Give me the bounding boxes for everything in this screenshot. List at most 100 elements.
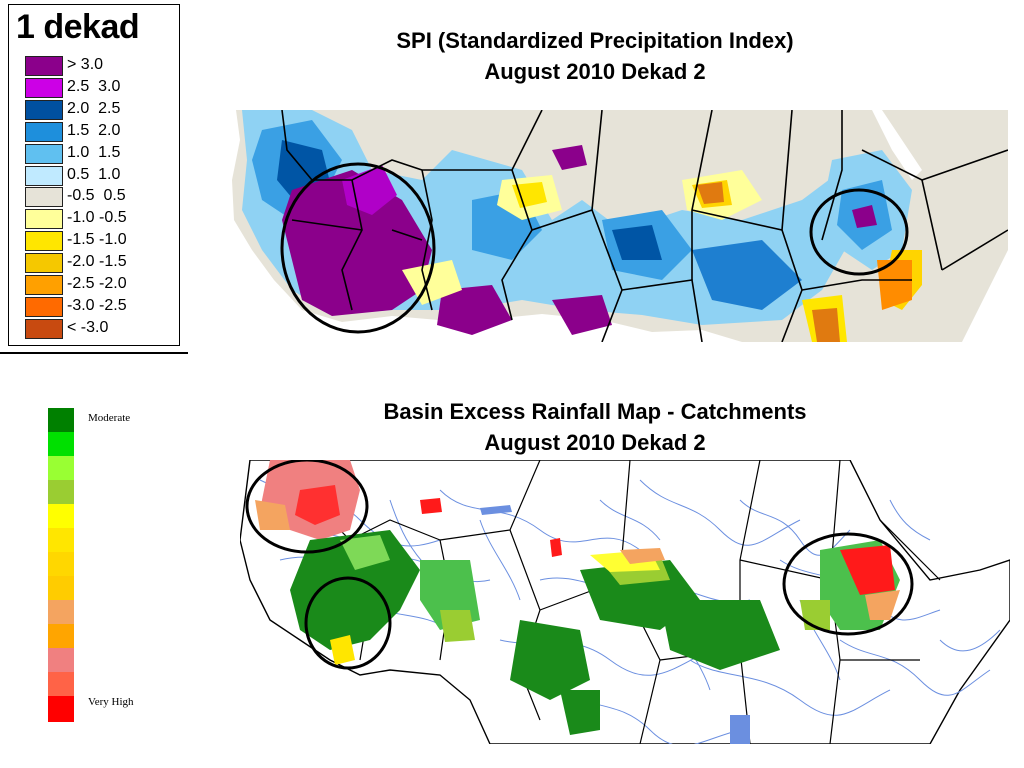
ber-legend-bottom-label: Very High	[88, 696, 134, 708]
spi-legend-label: 2.0 2.5	[67, 99, 121, 117]
ber-zone-nw-orange	[255, 500, 290, 530]
ber-zone-congo-green	[510, 620, 590, 700]
spi-legend-item: 0.5 1.0	[25, 165, 170, 188]
spi-legend-label: -1.5 -1.0	[67, 231, 127, 249]
spi-legend-item: -3.0 -2.5	[25, 296, 170, 319]
spi-legend-swatch	[25, 253, 63, 274]
spi-title-line2: August 2010 Dekad 2	[484, 59, 706, 84]
spi-legend-label: > 3.0	[67, 56, 104, 73]
ber-legend-swatch	[48, 600, 74, 626]
spi-dry-zone1b	[512, 182, 547, 208]
spi-legend-item: 1.0 1.5	[25, 143, 170, 166]
spi-legend-label: 1.5 2.0	[67, 121, 121, 139]
spi-legend-label: -3.0 -2.5	[67, 296, 127, 314]
ber-zone-spot-red2	[550, 538, 562, 557]
spi-legend-item: > 3.0	[25, 56, 170, 78]
ber-zone-lake	[730, 715, 750, 744]
ber-highlight-circle-northwest	[245, 460, 369, 554]
spi-heavy-zone-central	[552, 295, 612, 335]
spi-legend-label: -2.0 -1.5	[67, 253, 127, 271]
ber-legend-swatch	[48, 528, 74, 554]
spi-legend-swatch	[25, 99, 63, 120]
spi-highlight-circle-east	[809, 188, 909, 276]
ber-title-line2: August 2010 Dekad 2	[484, 430, 706, 455]
spi-highlight-circle-west	[280, 162, 436, 334]
spi-legend-swatch	[25, 275, 63, 295]
ber-legend-top-label: Moderate	[88, 412, 131, 424]
spi-country-borders	[281, 110, 1008, 342]
spi-legend-item: -2.5 -2.0	[25, 275, 170, 297]
ber-zone-midwest-lime	[440, 610, 475, 642]
spi-map	[222, 110, 1008, 342]
ber-legend-swatch	[48, 456, 74, 482]
ber-highlight-circle-east	[782, 532, 914, 636]
spi-legend-swatch	[25, 209, 63, 230]
spi-red-sea	[872, 110, 922, 180]
spi-title-line1: SPI (Standardized Precipitation Index)	[396, 28, 794, 53]
spi-legend-swatch	[25, 56, 63, 76]
ber-legend-swatch	[48, 432, 74, 458]
spi-dry-zone4b	[812, 308, 840, 342]
spi-legend-label: 0.5 1.0	[67, 165, 121, 183]
ber-legend-swatch	[48, 504, 74, 530]
ber-legend-swatch	[48, 552, 74, 578]
spi-ocean-gulf	[222, 110, 742, 342]
spi-legend-label: -1.0 -0.5	[67, 209, 127, 227]
spi-map-title: SPI (Standardized Precipitation Index) A…	[215, 25, 975, 87]
ber-legend-swatch	[48, 648, 74, 674]
spi-legend-swatch	[25, 165, 63, 186]
spi-legend: 1 dekad > 3.0 2.5 3.0 2.0 2.5 1.5 2.0 1.0 1.…	[0, 0, 188, 356]
spi-heavy-zone-north	[552, 145, 587, 170]
spi-legend-label: -2.5 -2.0	[67, 275, 127, 292]
ber-zone-east-orange	[865, 590, 900, 620]
spi-wet-zone-dark2	[612, 225, 662, 260]
ber-legend-swatch	[48, 408, 74, 434]
spi-legend-item: 2.5 3.0	[25, 77, 170, 100]
spi-legend-item: 1.5 2.0	[25, 121, 170, 144]
spi-legend-item: -1.5 -1.0	[25, 231, 170, 253]
ber-map	[240, 460, 1010, 744]
spi-legend-item: -0.5 0.5	[25, 187, 170, 209]
ber-legend-swatch	[48, 576, 74, 602]
spi-heavy-zone-south	[437, 285, 512, 335]
ber-zone-east-red	[840, 545, 895, 595]
ber-zone-nw-red	[295, 485, 340, 525]
spi-legend-item: -2.0 -1.5	[25, 253, 170, 275]
spi-legend-item: -1.0 -0.5	[25, 209, 170, 231]
ber-legend-swatch	[48, 696, 74, 722]
spi-wet-zone-mid3	[692, 240, 802, 310]
spi-legend-swatch	[25, 296, 63, 317]
ber-zone-central-green2	[660, 600, 780, 670]
ber-zone-west-yellow	[330, 635, 355, 665]
spi-ocean-indian	[962, 250, 1008, 342]
ber-legend-swatch	[48, 672, 74, 698]
ber-zone-south-green	[560, 690, 600, 735]
spi-legend-label: -0.5 0.5	[67, 187, 126, 205]
spi-legend-swatch	[25, 121, 63, 142]
ber-zone-spot-red	[420, 498, 442, 514]
ber-zone-central-orange	[620, 548, 665, 564]
spi-heavy-zone-west	[282, 170, 432, 316]
ber-zone-spot-blue	[480, 505, 512, 515]
spi-dry-zone5	[402, 260, 462, 305]
ber-title-line1: Basin Excess Rainfall Map - Catchments	[383, 399, 807, 424]
spi-legend-title: 1 dekad	[16, 8, 140, 46]
ber-legend-swatch	[48, 480, 74, 506]
spi-legend-label: 2.5 3.0	[67, 77, 121, 95]
spi-horn-land	[912, 130, 1008, 342]
ber-highlight-circle-west	[304, 576, 392, 670]
spi-dry-zone3b	[877, 260, 912, 310]
spi-legend-swatch	[25, 143, 63, 164]
spi-heavy-zone-ethiopia	[852, 205, 877, 228]
spi-legend-label: < -3.0	[67, 318, 109, 336]
ber-legend-swatch	[48, 624, 74, 650]
spi-legend-swatch	[25, 318, 63, 339]
spi-dry-zone2c	[697, 182, 724, 204]
ber-legend: Moderate Very High	[48, 408, 178, 722]
spi-legend-swatch	[25, 231, 63, 252]
spi-legend-item: < -3.0	[25, 318, 170, 341]
spi-legend-item: 2.0 2.5	[25, 99, 170, 122]
spi-legend-swatch	[25, 77, 63, 98]
spi-legend-label: 1.0 1.5	[67, 143, 121, 161]
spi-legend-rule	[0, 352, 188, 354]
